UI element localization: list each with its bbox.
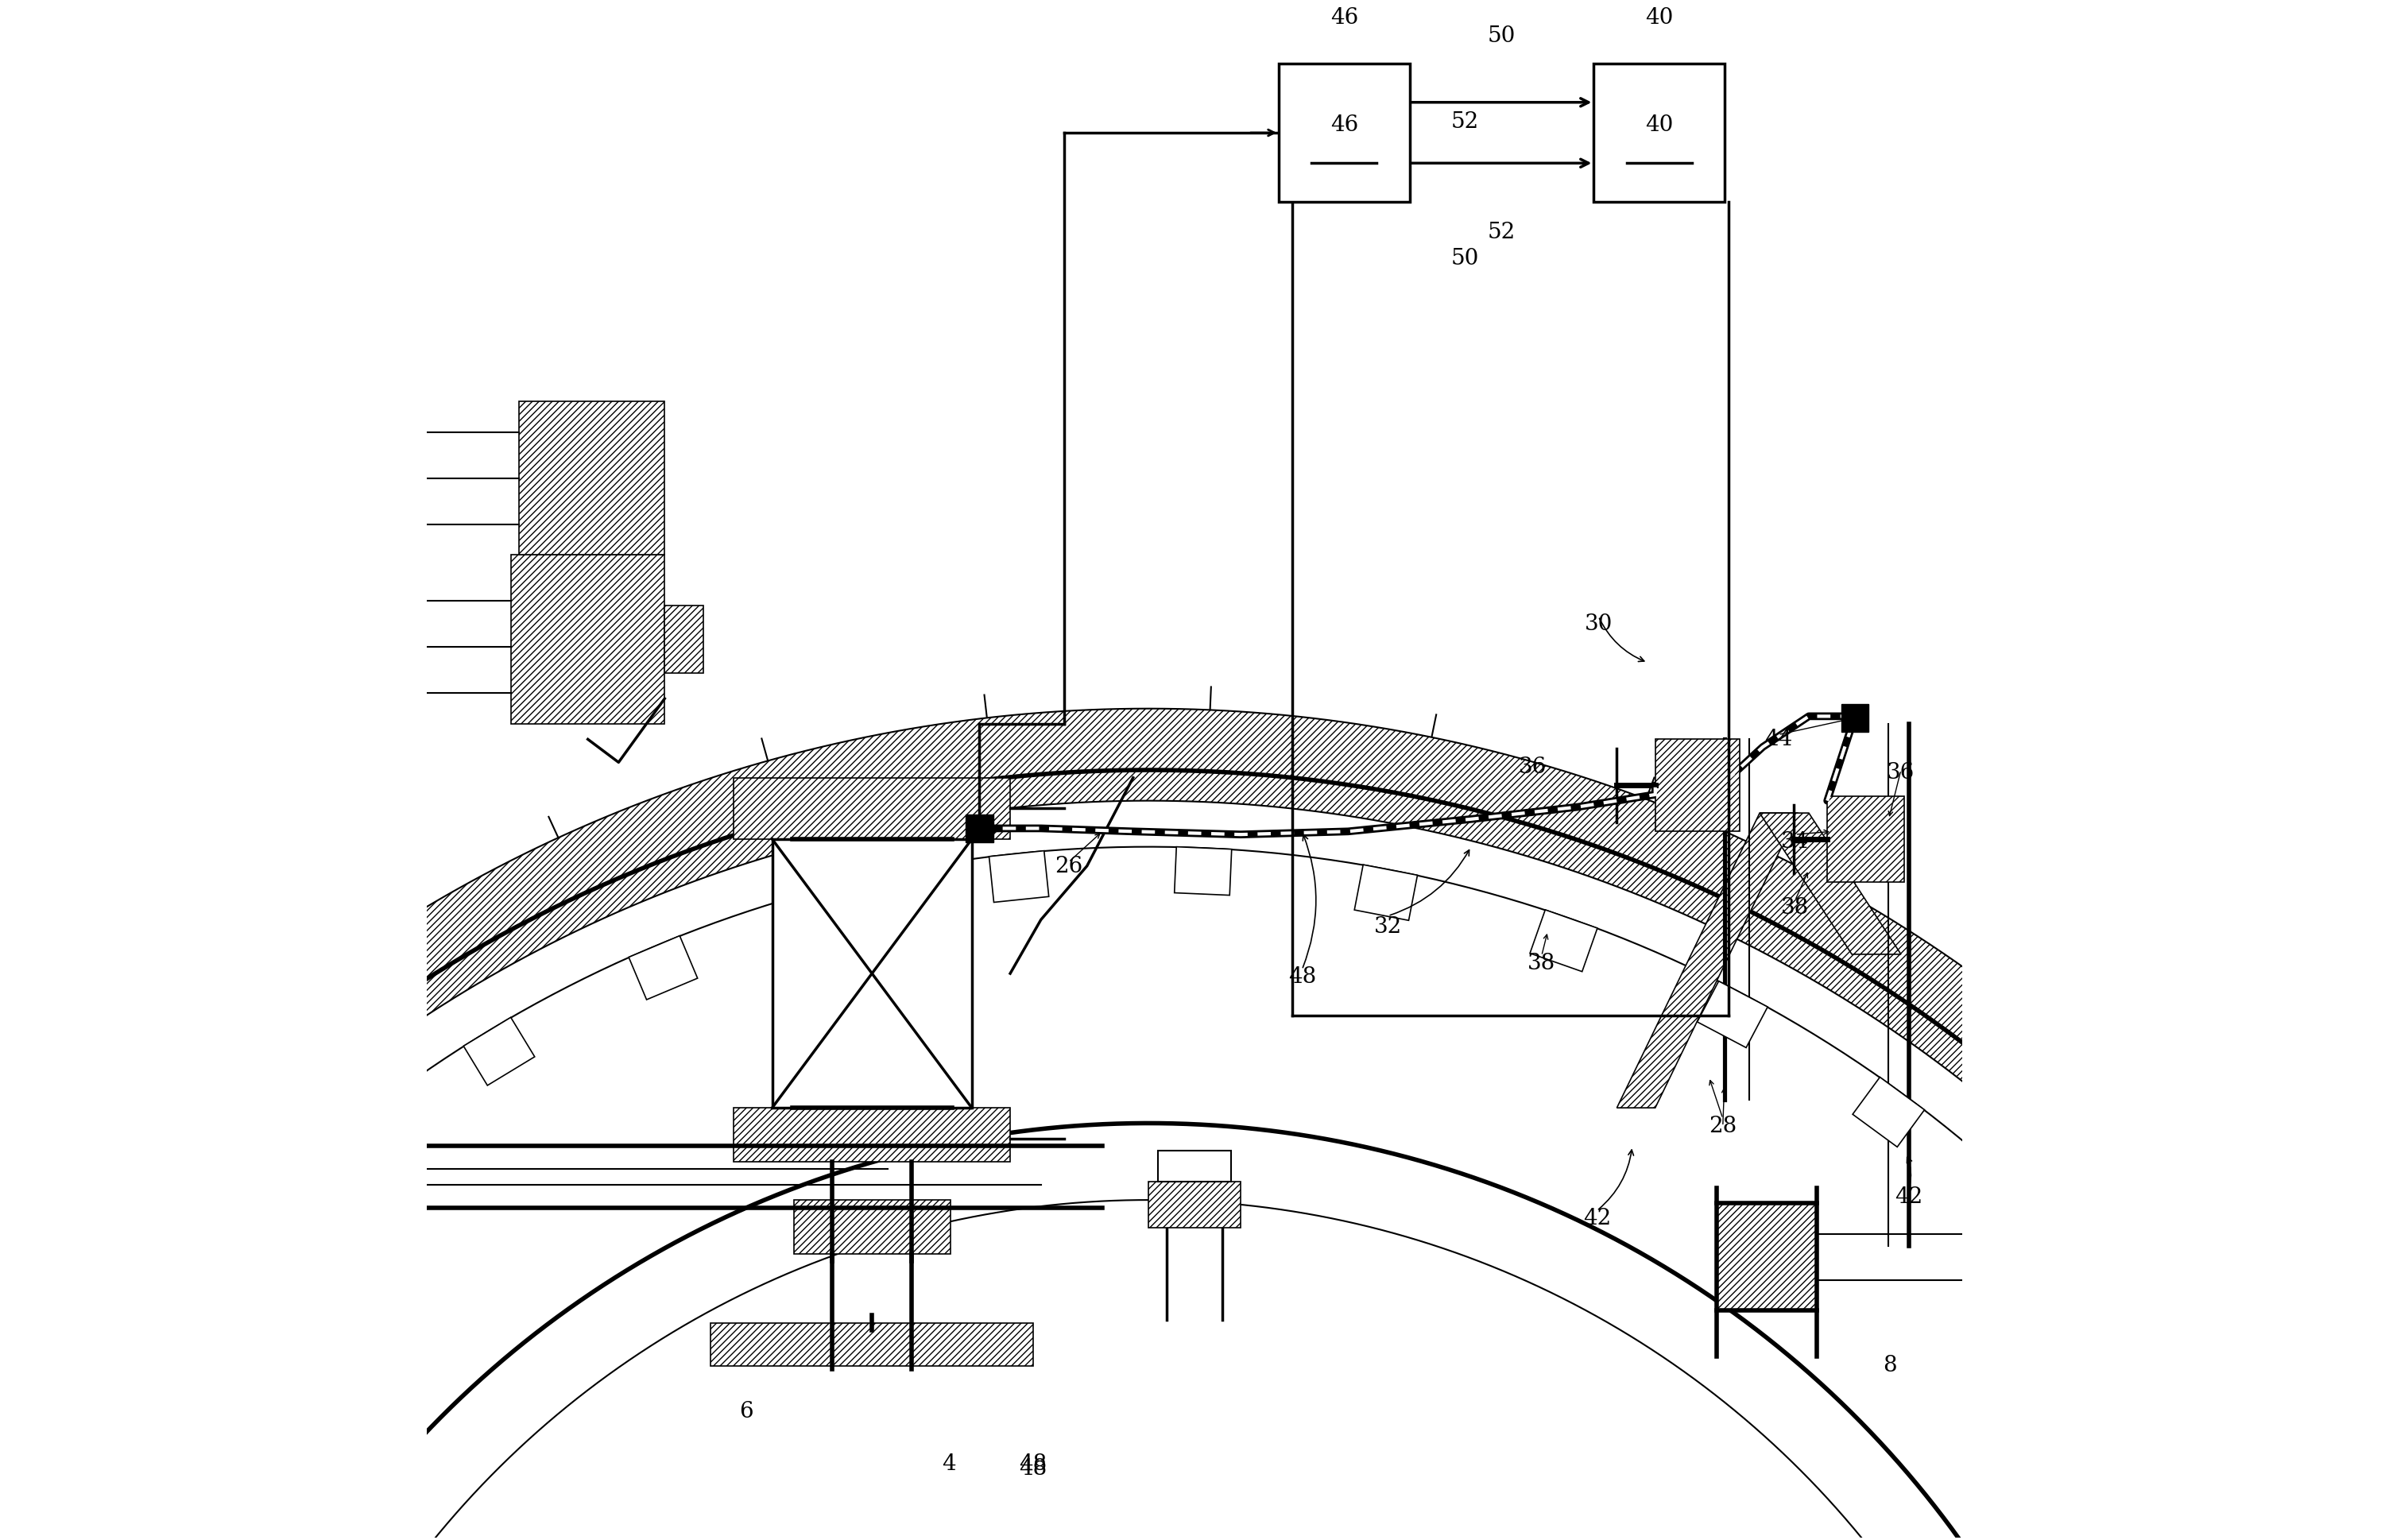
Polygon shape bbox=[1355, 864, 1417, 921]
Polygon shape bbox=[2114, 1334, 2184, 1406]
Polygon shape bbox=[518, 402, 664, 554]
Text: 42: 42 bbox=[1584, 1207, 1610, 1229]
Text: 28: 28 bbox=[1708, 1115, 1737, 1137]
Bar bbox=[1593, 63, 1725, 202]
Polygon shape bbox=[733, 1107, 1011, 1161]
Polygon shape bbox=[2215, 1491, 2281, 1540]
Polygon shape bbox=[69, 1395, 139, 1468]
Polygon shape bbox=[628, 936, 698, 999]
Polygon shape bbox=[1828, 796, 1904, 882]
Polygon shape bbox=[733, 778, 1011, 839]
Polygon shape bbox=[793, 1200, 951, 1254]
Text: 26: 26 bbox=[1054, 856, 1082, 878]
Polygon shape bbox=[463, 1018, 535, 1086]
Polygon shape bbox=[1842, 704, 1868, 732]
Text: 52: 52 bbox=[1450, 111, 1479, 132]
Text: 44: 44 bbox=[1763, 728, 1792, 750]
Text: 50: 50 bbox=[1450, 248, 1479, 270]
Text: 44: 44 bbox=[968, 816, 996, 838]
Polygon shape bbox=[1149, 1181, 1240, 1227]
Text: 38: 38 bbox=[1527, 953, 1555, 975]
Polygon shape bbox=[710, 1323, 1032, 1366]
Polygon shape bbox=[772, 839, 972, 1107]
Polygon shape bbox=[965, 815, 994, 842]
Polygon shape bbox=[1761, 813, 1902, 955]
Bar bbox=[1278, 63, 1410, 202]
Polygon shape bbox=[1718, 1203, 1816, 1311]
Polygon shape bbox=[1851, 1076, 1926, 1147]
Polygon shape bbox=[511, 554, 664, 724]
Text: 30: 30 bbox=[1584, 613, 1613, 634]
Text: 40: 40 bbox=[1646, 6, 1672, 28]
Polygon shape bbox=[182, 1250, 251, 1321]
Polygon shape bbox=[313, 1123, 385, 1194]
Polygon shape bbox=[1696, 981, 1768, 1047]
Polygon shape bbox=[1529, 910, 1598, 972]
Text: 46: 46 bbox=[1331, 6, 1359, 28]
Text: 38: 38 bbox=[1780, 898, 1808, 919]
Polygon shape bbox=[1656, 739, 1739, 832]
Text: 46: 46 bbox=[1331, 114, 1359, 136]
Text: 32: 32 bbox=[1374, 916, 1402, 938]
Text: 48: 48 bbox=[1288, 967, 1316, 989]
Text: 48: 48 bbox=[1020, 1454, 1046, 1475]
Polygon shape bbox=[1175, 847, 1233, 895]
Polygon shape bbox=[805, 879, 870, 938]
Polygon shape bbox=[664, 605, 702, 673]
Polygon shape bbox=[1617, 813, 1799, 1107]
Polygon shape bbox=[0, 708, 2389, 1540]
Text: 36: 36 bbox=[1887, 762, 1916, 784]
Text: 36: 36 bbox=[1519, 756, 1546, 778]
Text: 40: 40 bbox=[1646, 114, 1672, 136]
Text: 6: 6 bbox=[738, 1401, 753, 1423]
Text: 52: 52 bbox=[1488, 222, 1515, 243]
Polygon shape bbox=[1992, 1195, 2064, 1267]
Text: 42: 42 bbox=[1894, 1186, 1923, 1207]
Text: 48: 48 bbox=[1020, 1458, 1046, 1480]
Text: 50: 50 bbox=[1488, 25, 1515, 46]
Polygon shape bbox=[1159, 1150, 1230, 1181]
Text: 34: 34 bbox=[1780, 832, 1808, 853]
Text: 8: 8 bbox=[1883, 1355, 1897, 1377]
Polygon shape bbox=[989, 850, 1049, 902]
Text: 4: 4 bbox=[941, 1454, 956, 1475]
